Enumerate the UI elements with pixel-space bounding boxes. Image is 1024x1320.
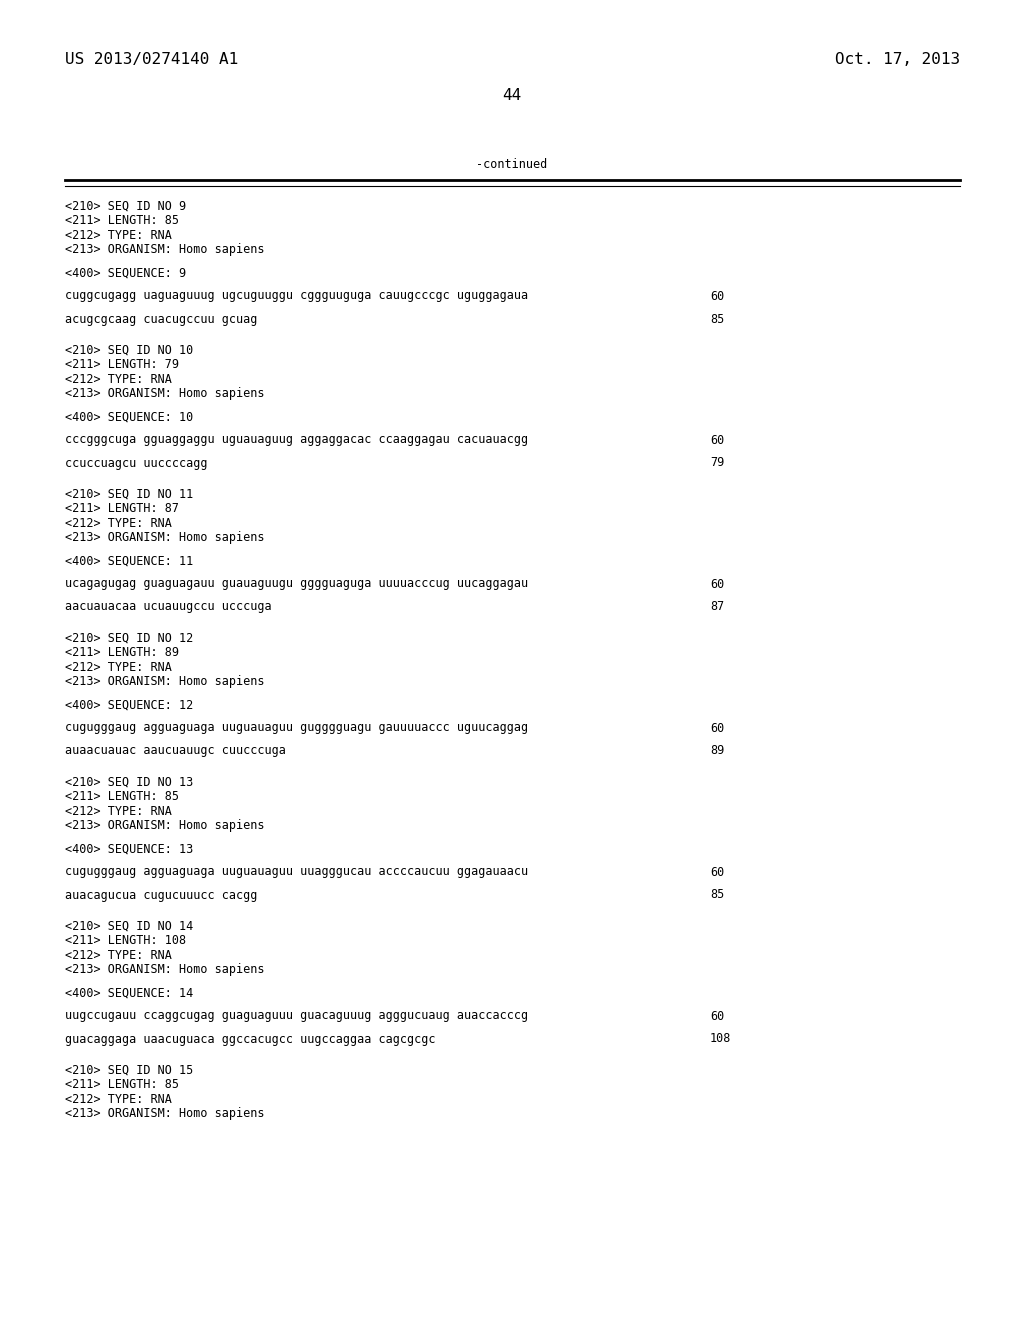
Text: 60: 60 xyxy=(710,578,724,590)
Text: cugugggaug agguaguaga uuguauaguu gugggguagu gauuuuaccc uguucaggag: cugugggaug agguaguaga uuguauaguu guggggu… xyxy=(65,722,528,734)
Text: <211> LENGTH: 108: <211> LENGTH: 108 xyxy=(65,935,186,948)
Text: <210> SEQ ID NO 15: <210> SEQ ID NO 15 xyxy=(65,1064,194,1077)
Text: 60: 60 xyxy=(710,1010,724,1023)
Text: 108: 108 xyxy=(710,1032,731,1045)
Text: cugugggaug agguaguaga uuguauaguu uuagggucau accccaucuu ggagauaacu: cugugggaug agguaguaga uuguauaguu uuagggu… xyxy=(65,866,528,879)
Text: <210> SEQ ID NO 9: <210> SEQ ID NO 9 xyxy=(65,201,186,213)
Text: <212> TYPE: RNA: <212> TYPE: RNA xyxy=(65,517,172,531)
Text: guacaggaga uaacuguaca ggccacugcc uugccaggaa cagcgcgc: guacaggaga uaacuguaca ggccacugcc uugccag… xyxy=(65,1032,435,1045)
Text: <400> SEQUENCE: 11: <400> SEQUENCE: 11 xyxy=(65,554,194,568)
Text: ccuccuagcu uuccccagg: ccuccuagcu uuccccagg xyxy=(65,457,208,470)
Text: 85: 85 xyxy=(710,313,724,326)
Text: 87: 87 xyxy=(710,601,724,614)
Text: uugccugauu ccaggcugag guaguaguuu guacaguuug agggucuaug auaccacccg: uugccugauu ccaggcugag guaguaguuu guacagu… xyxy=(65,1010,528,1023)
Text: <212> TYPE: RNA: <212> TYPE: RNA xyxy=(65,1093,172,1106)
Text: <213> ORGANISM: Homo sapiens: <213> ORGANISM: Homo sapiens xyxy=(65,532,264,544)
Text: <210> SEQ ID NO 11: <210> SEQ ID NO 11 xyxy=(65,488,194,502)
Text: <400> SEQUENCE: 12: <400> SEQUENCE: 12 xyxy=(65,698,194,711)
Text: 60: 60 xyxy=(710,433,724,446)
Text: <211> LENGTH: 85: <211> LENGTH: 85 xyxy=(65,1078,179,1092)
Text: <213> ORGANISM: Homo sapiens: <213> ORGANISM: Homo sapiens xyxy=(65,243,264,256)
Text: <210> SEQ ID NO 13: <210> SEQ ID NO 13 xyxy=(65,776,194,789)
Text: 85: 85 xyxy=(710,888,724,902)
Text: 60: 60 xyxy=(710,722,724,734)
Text: US 2013/0274140 A1: US 2013/0274140 A1 xyxy=(65,51,239,67)
Text: <212> TYPE: RNA: <212> TYPE: RNA xyxy=(65,805,172,818)
Text: auaacuauac aaucuauugc cuucccuga: auaacuauac aaucuauugc cuucccuga xyxy=(65,744,286,758)
Text: <212> TYPE: RNA: <212> TYPE: RNA xyxy=(65,661,172,675)
Text: <400> SEQUENCE: 13: <400> SEQUENCE: 13 xyxy=(65,842,194,855)
Text: <400> SEQUENCE: 9: <400> SEQUENCE: 9 xyxy=(65,267,186,280)
Text: <212> TYPE: RNA: <212> TYPE: RNA xyxy=(65,949,172,962)
Text: auacagucua cugucuuucc cacgg: auacagucua cugucuuucc cacgg xyxy=(65,888,257,902)
Text: <213> ORGANISM: Homo sapiens: <213> ORGANISM: Homo sapiens xyxy=(65,676,264,689)
Text: 60: 60 xyxy=(710,866,724,879)
Text: <213> ORGANISM: Homo sapiens: <213> ORGANISM: Homo sapiens xyxy=(65,964,264,977)
Text: -continued: -continued xyxy=(476,158,548,172)
Text: <212> TYPE: RNA: <212> TYPE: RNA xyxy=(65,228,172,242)
Text: acugcgcaag cuacugccuu gcuag: acugcgcaag cuacugccuu gcuag xyxy=(65,313,257,326)
Text: 44: 44 xyxy=(503,88,521,103)
Text: <400> SEQUENCE: 10: <400> SEQUENCE: 10 xyxy=(65,411,194,424)
Text: 60: 60 xyxy=(710,289,724,302)
Text: Oct. 17, 2013: Oct. 17, 2013 xyxy=(835,51,961,67)
Text: <213> ORGANISM: Homo sapiens: <213> ORGANISM: Homo sapiens xyxy=(65,820,264,833)
Text: <210> SEQ ID NO 12: <210> SEQ ID NO 12 xyxy=(65,632,194,645)
Text: <211> LENGTH: 85: <211> LENGTH: 85 xyxy=(65,791,179,804)
Text: <210> SEQ ID NO 14: <210> SEQ ID NO 14 xyxy=(65,920,194,933)
Text: ucagagugag guaguagauu guauaguugu gggguaguga uuuuacccug uucaggagau: ucagagugag guaguagauu guauaguugu gggguag… xyxy=(65,578,528,590)
Text: 79: 79 xyxy=(710,457,724,470)
Text: <212> TYPE: RNA: <212> TYPE: RNA xyxy=(65,374,172,385)
Text: aacuauacaa ucuauugccu ucccuga: aacuauacaa ucuauugccu ucccuga xyxy=(65,601,271,614)
Text: <211> LENGTH: 79: <211> LENGTH: 79 xyxy=(65,359,179,371)
Text: cccgggcuga gguaggaggu uguauaguug aggaggacac ccaaggagau cacuauacgg: cccgggcuga gguaggaggu uguauaguug aggagga… xyxy=(65,433,528,446)
Text: <211> LENGTH: 87: <211> LENGTH: 87 xyxy=(65,503,179,516)
Text: <210> SEQ ID NO 10: <210> SEQ ID NO 10 xyxy=(65,345,194,356)
Text: 89: 89 xyxy=(710,744,724,758)
Text: cuggcugagg uaguaguuug ugcuguuggu cggguuguga cauugcccgc uguggagaua: cuggcugagg uaguaguuug ugcuguuggu cggguug… xyxy=(65,289,528,302)
Text: <211> LENGTH: 89: <211> LENGTH: 89 xyxy=(65,647,179,660)
Text: <213> ORGANISM: Homo sapiens: <213> ORGANISM: Homo sapiens xyxy=(65,1107,264,1121)
Text: <400> SEQUENCE: 14: <400> SEQUENCE: 14 xyxy=(65,986,194,999)
Text: <211> LENGTH: 85: <211> LENGTH: 85 xyxy=(65,214,179,227)
Text: <213> ORGANISM: Homo sapiens: <213> ORGANISM: Homo sapiens xyxy=(65,388,264,400)
